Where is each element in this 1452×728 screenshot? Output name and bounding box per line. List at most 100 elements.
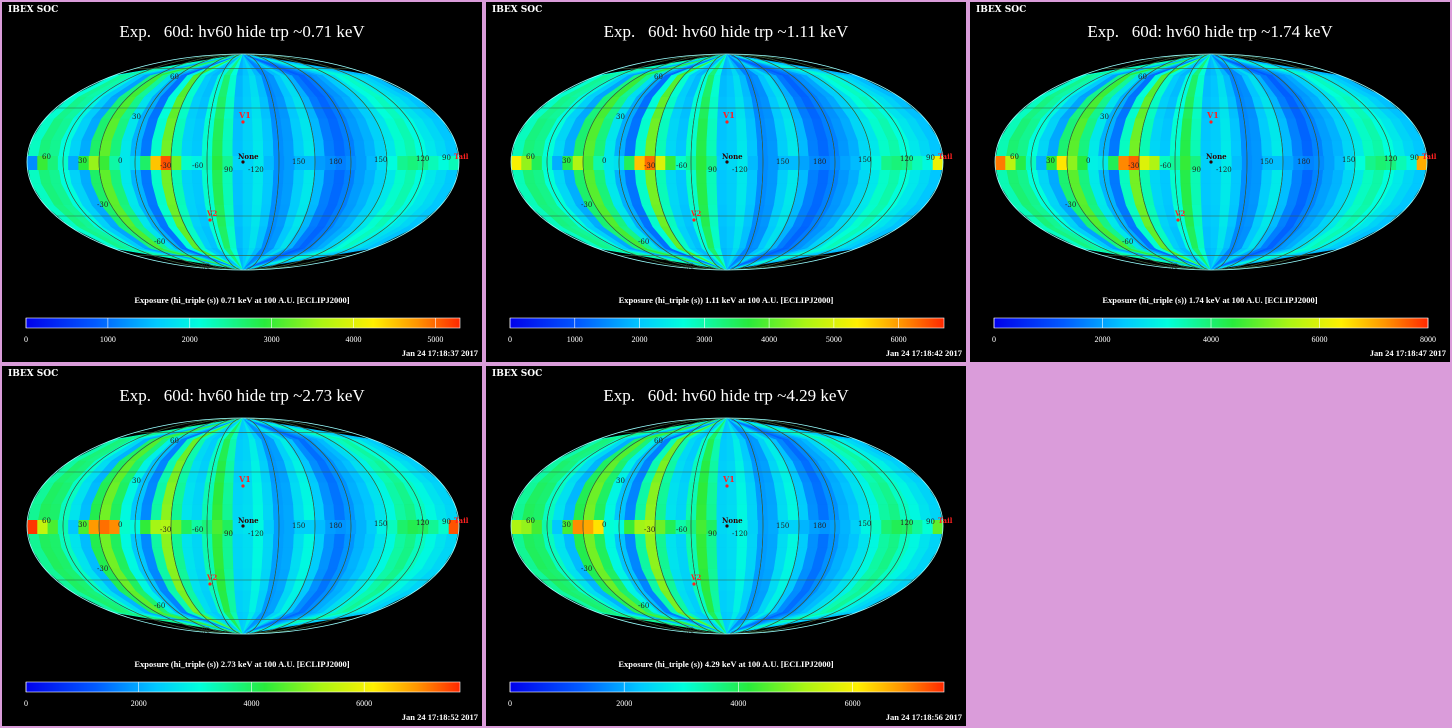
equator-band-cell <box>1077 156 1088 170</box>
equator-band-cell <box>932 156 943 170</box>
equator-band-cell <box>1046 156 1058 170</box>
equator-band-cell <box>850 520 862 534</box>
equator-band-cell <box>366 520 378 534</box>
equator-band-cell <box>572 156 584 170</box>
equator-band-cell <box>1118 156 1130 170</box>
lon-label: 90 <box>1410 154 1419 162</box>
equator-band-cell <box>778 520 790 534</box>
soc-label: IBEX SOC <box>492 5 543 15</box>
equator-band-cell <box>99 156 110 170</box>
equator-band-cell <box>881 156 892 170</box>
equator-band-cell <box>1272 156 1284 170</box>
colorbar-tick-label: 6000 <box>845 699 861 708</box>
lat-label: -90 <box>199 263 210 271</box>
equator-band-cell <box>1221 156 1232 170</box>
heatmap-cell <box>1180 118 1193 141</box>
heatmap-cell <box>696 547 709 570</box>
lon-label: 150 <box>858 156 871 164</box>
equator-band-cell <box>366 156 378 170</box>
equator-band-cell <box>922 156 934 170</box>
equator-band-cell <box>191 156 203 170</box>
equator-band-cell <box>171 520 182 534</box>
lon-label: 0 <box>602 157 606 165</box>
equator-band-cell <box>47 156 59 170</box>
equator-band-cell <box>747 156 759 170</box>
marker-label: None <box>722 152 743 161</box>
equator-band-cell <box>1334 156 1346 170</box>
lat-label: 60 <box>1138 73 1147 81</box>
lon-label: 60 <box>42 517 51 525</box>
lat-label: 30 <box>616 477 625 485</box>
equator-band-cell <box>284 520 295 534</box>
heatmap-cell <box>1220 183 1232 206</box>
equator-band-cell <box>819 520 831 534</box>
equator-band-cell <box>706 156 718 170</box>
panel-title: Exp. 60d: hv60 hide trp ~1.11 keV <box>603 22 849 41</box>
lon-label: 120 <box>416 155 429 163</box>
equator-band-cell <box>644 520 656 534</box>
lon-label: -30 <box>160 162 171 170</box>
heatmap-cell <box>252 482 264 505</box>
meridian-line <box>62 418 424 634</box>
equator-band-cell <box>521 520 532 534</box>
equator-band-cell <box>912 520 923 534</box>
lat-label: -30 <box>581 565 592 573</box>
lon-label: -120 <box>732 530 748 538</box>
meridian-line <box>1174 54 1248 270</box>
lon-label: 150 <box>776 522 789 530</box>
equator-band-cell <box>716 520 728 534</box>
equator-band-cell <box>387 156 398 170</box>
equator-band-cell <box>665 156 676 170</box>
skymap-panel: IBEX SOC Exp. 60d: hv60 hide trp ~4.29 ke… <box>486 366 966 726</box>
equator-band-cell <box>655 520 666 534</box>
equator-band-cell <box>263 520 275 534</box>
colorbar-tick-label: 1000 <box>100 335 116 344</box>
meridian-line <box>690 418 764 634</box>
lat-label: -30 <box>97 565 108 573</box>
heatmap-cell <box>716 547 728 570</box>
meridian-line <box>206 54 280 270</box>
lat-label: -30 <box>581 201 592 209</box>
skymap-svg: 60 30 -30 -60 -90 60 30 0 -30 -60 90 -120 150 180 150 1… <box>992 53 1437 344</box>
lon-label: 60 <box>42 153 51 161</box>
v2-marker <box>208 582 212 586</box>
equator-band-cell <box>160 156 172 170</box>
equator-band-cell <box>356 156 367 170</box>
meridian-line <box>654 54 800 270</box>
equator-band-cell <box>88 156 100 170</box>
equator-band-cell <box>675 156 687 170</box>
heatmap-cell <box>706 482 718 505</box>
marker-label: V2 <box>206 573 217 582</box>
lon-label: -120 <box>248 166 264 174</box>
skymap-panel: IBEX SOC Exp. 60d: hv60 hide trp ~1.74 ke… <box>970 2 1450 362</box>
meridian-line <box>98 54 388 270</box>
heatmap-cell <box>736 482 748 505</box>
equator-band-cell <box>511 156 522 170</box>
equator-band-cell <box>325 520 336 534</box>
nose-marker <box>241 524 245 528</box>
lat-label: 30 <box>1100 113 1109 121</box>
lon-label: 90 <box>708 530 717 538</box>
lon-label: 90 <box>224 166 233 174</box>
equator-band-cell <box>1231 156 1243 170</box>
equator-band-cell <box>171 156 182 170</box>
lon-label: -30 <box>1128 162 1139 170</box>
colorbar-tick-label: 4000 <box>1203 335 1219 344</box>
equator-band-cell <box>995 156 1006 170</box>
equator-band-cell <box>634 520 646 534</box>
equator-band-cell <box>768 156 779 170</box>
marker-label: None <box>238 152 259 161</box>
equator-band-cell <box>1324 156 1335 170</box>
equator-band-cell <box>593 520 604 534</box>
equator-band-cell <box>871 156 882 170</box>
colorbar-tick-label: 6000 <box>1312 335 1328 344</box>
equator-band-cell <box>521 156 532 170</box>
equator-band-cell <box>376 520 388 534</box>
v2-marker <box>1176 218 1180 222</box>
equator-band-cell <box>119 520 131 534</box>
lon-label: 0 <box>602 521 606 529</box>
heatmap-cell <box>222 482 234 505</box>
equator-band-cell <box>1416 156 1427 170</box>
marker-label: V1 <box>238 110 251 120</box>
heatmap-cell <box>212 118 225 141</box>
